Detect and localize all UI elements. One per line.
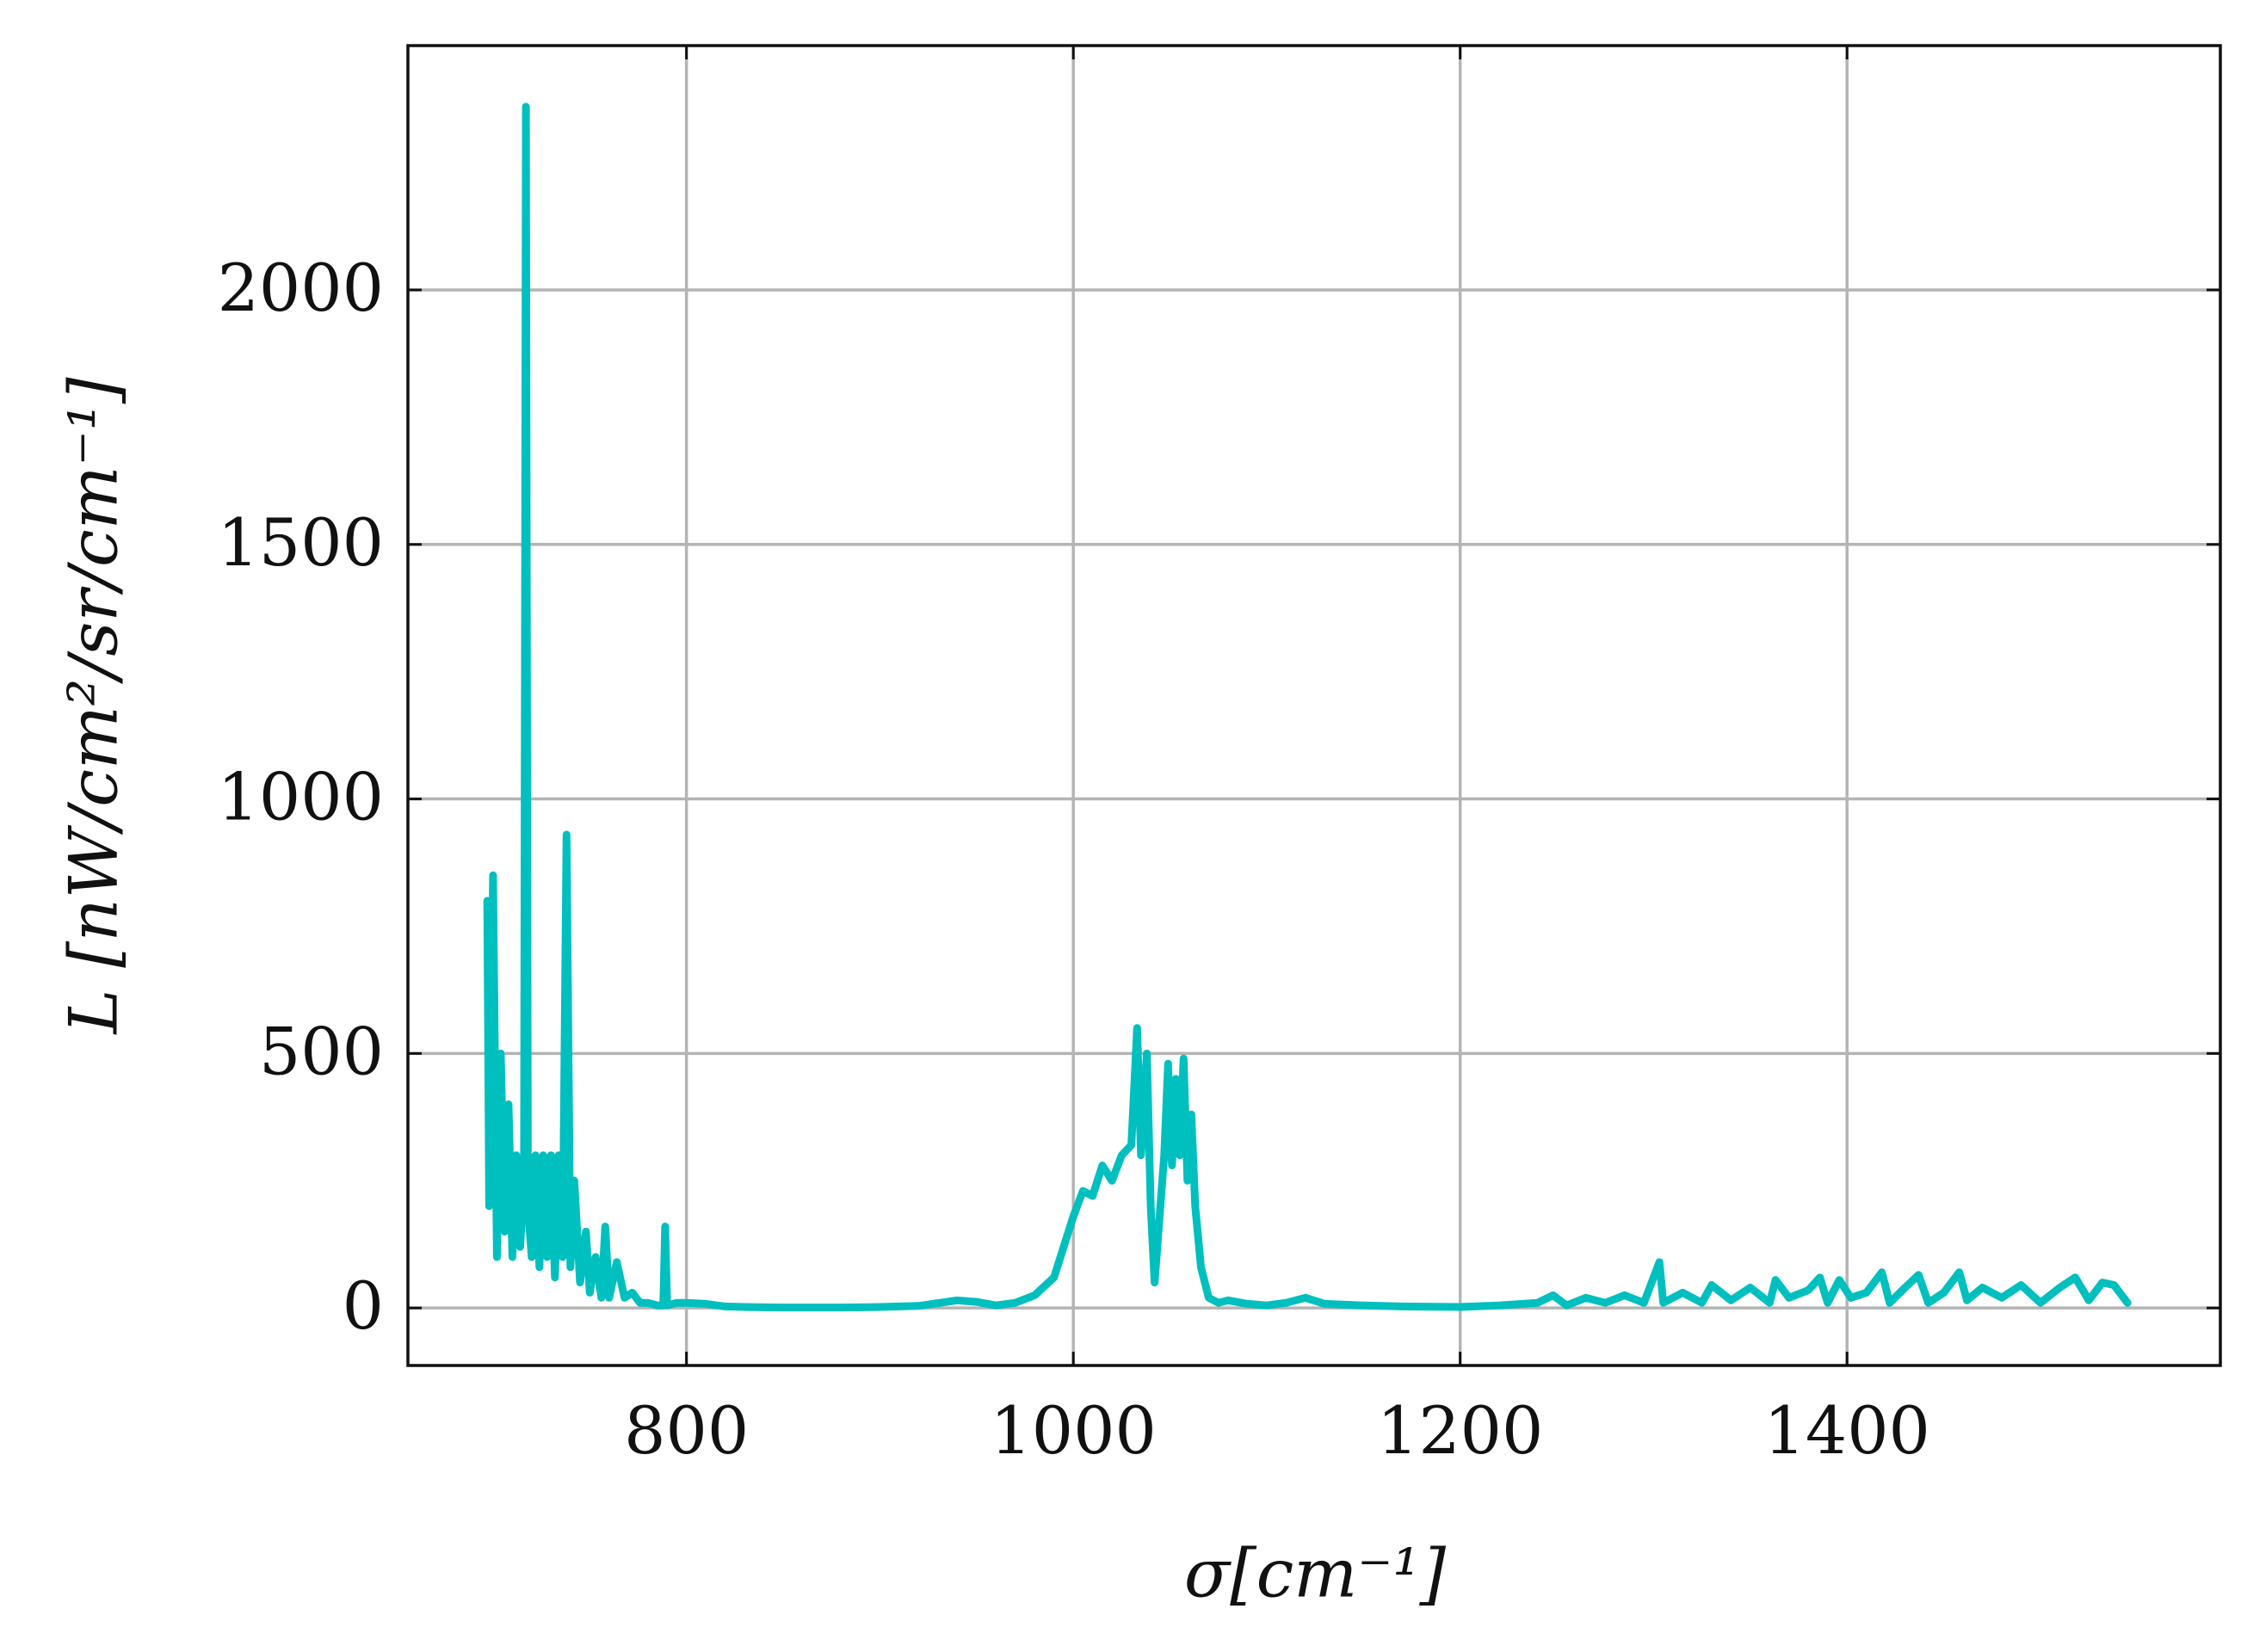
data-line: [483, 102, 2132, 1312]
y-tick-label: 500: [259, 1013, 384, 1089]
x-tick-label: 1200: [1377, 1392, 1543, 1469]
x-tick-label: 1400: [1764, 1392, 1930, 1469]
x-axis-label: σ[cm⁻¹]: [1184, 1536, 1447, 1613]
y-tick-label: 2000: [218, 250, 384, 326]
plot-frame: [406, 44, 2222, 1367]
x-tick-label: 1000: [990, 1392, 1156, 1469]
y-tick-label: 1500: [218, 504, 384, 581]
y-tick-label: 1000: [218, 759, 384, 835]
y-axis-label: L [nW/cm²/sr/cm⁻¹]: [56, 377, 133, 1036]
x-tick-label: 800: [624, 1392, 749, 1469]
y-tick-label: 0: [343, 1267, 384, 1344]
